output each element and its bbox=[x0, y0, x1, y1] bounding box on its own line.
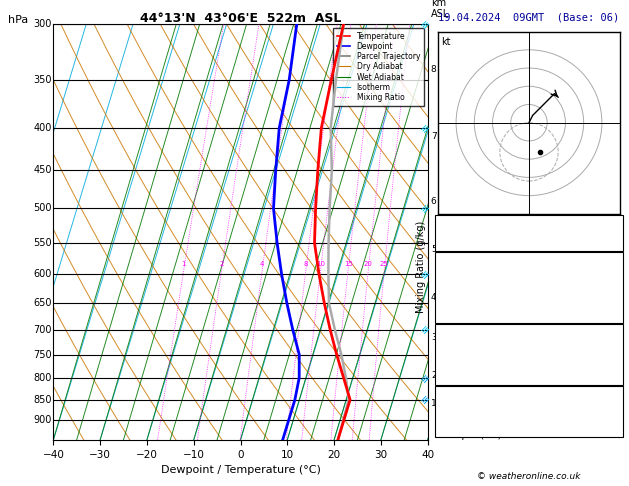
Text: Most Unstable: Most Unstable bbox=[491, 329, 567, 339]
Text: 8: 8 bbox=[614, 430, 620, 440]
Text: StmSpd (kt): StmSpd (kt) bbox=[438, 430, 503, 440]
Text: 8: 8 bbox=[304, 261, 308, 267]
Text: 600: 600 bbox=[33, 269, 52, 279]
Text: ≡: ≡ bbox=[419, 121, 433, 135]
Text: 0: 0 bbox=[614, 357, 620, 367]
Text: Hodograph: Hodograph bbox=[503, 391, 555, 401]
Text: 320: 320 bbox=[602, 347, 620, 357]
Text: 20.8: 20.8 bbox=[596, 264, 620, 275]
Text: 750: 750 bbox=[33, 349, 52, 360]
Text: 15: 15 bbox=[343, 261, 353, 267]
Legend: Temperature, Dewpoint, Parcel Trajectory, Dry Adiabat, Wet Adiabat, Isotherm, Mi: Temperature, Dewpoint, Parcel Trajectory… bbox=[333, 28, 424, 105]
Text: 20: 20 bbox=[364, 261, 373, 267]
Text: Lifted Index: Lifted Index bbox=[438, 295, 509, 305]
Text: 2: 2 bbox=[220, 261, 224, 267]
Text: 850: 850 bbox=[33, 395, 52, 405]
Text: 1: 1 bbox=[182, 261, 186, 267]
Text: 1: 1 bbox=[431, 399, 437, 408]
Text: 300: 300 bbox=[33, 19, 52, 29]
Text: © weatheronline.co.uk: © weatheronline.co.uk bbox=[477, 472, 581, 481]
Text: 230°: 230° bbox=[596, 419, 620, 430]
Text: 4: 4 bbox=[260, 261, 264, 267]
Text: 65: 65 bbox=[608, 367, 620, 377]
Text: 30: 30 bbox=[608, 218, 620, 228]
Text: kt: kt bbox=[442, 37, 451, 47]
Text: K: K bbox=[438, 218, 444, 228]
Text: 5: 5 bbox=[431, 245, 437, 254]
Text: ≡: ≡ bbox=[419, 267, 433, 281]
X-axis label: Dewpoint / Temperature (°C): Dewpoint / Temperature (°C) bbox=[160, 465, 321, 475]
Text: 350: 350 bbox=[33, 75, 52, 85]
Text: 6: 6 bbox=[431, 197, 437, 206]
Text: 103: 103 bbox=[602, 315, 620, 325]
Text: hPa: hPa bbox=[8, 15, 28, 25]
Text: 25: 25 bbox=[380, 261, 389, 267]
Text: 800: 800 bbox=[33, 373, 52, 383]
Text: 44°13'N  43°06'E  522m  ASL: 44°13'N 43°06'E 522m ASL bbox=[140, 12, 342, 25]
Text: Surface: Surface bbox=[508, 257, 550, 267]
Text: 49: 49 bbox=[608, 409, 620, 419]
Text: ≡: ≡ bbox=[419, 323, 433, 337]
Text: 320: 320 bbox=[602, 285, 620, 295]
Text: θₑ (K): θₑ (K) bbox=[438, 347, 474, 357]
Text: 0: 0 bbox=[614, 295, 620, 305]
Text: 450: 450 bbox=[33, 165, 52, 175]
Text: 700: 700 bbox=[33, 325, 52, 335]
Text: Totals Totals: Totals Totals bbox=[438, 230, 515, 240]
Text: Lifted Index: Lifted Index bbox=[438, 357, 509, 367]
Text: ≡: ≡ bbox=[419, 371, 433, 385]
Text: 10: 10 bbox=[316, 261, 325, 267]
Text: 550: 550 bbox=[33, 238, 52, 248]
Text: 948: 948 bbox=[602, 336, 620, 347]
Text: 650: 650 bbox=[33, 298, 52, 308]
Text: 7: 7 bbox=[431, 132, 437, 141]
Text: 51: 51 bbox=[608, 230, 620, 240]
Text: 500: 500 bbox=[33, 204, 52, 213]
Text: 3: 3 bbox=[431, 333, 437, 342]
Text: 9: 9 bbox=[614, 275, 620, 285]
Text: SREH: SREH bbox=[438, 409, 462, 419]
Text: CAPE (J): CAPE (J) bbox=[438, 367, 486, 377]
Text: 8: 8 bbox=[431, 65, 437, 74]
Text: CIN (J): CIN (J) bbox=[438, 377, 479, 387]
Text: 19.04.2024  09GMT  (Base: 06): 19.04.2024 09GMT (Base: 06) bbox=[438, 12, 620, 22]
Text: ≡: ≡ bbox=[419, 17, 433, 31]
Text: Temp (°C): Temp (°C) bbox=[438, 264, 491, 275]
Text: StmDir: StmDir bbox=[438, 419, 474, 430]
Text: 2LCL: 2LCL bbox=[431, 371, 453, 380]
Text: Pressure (mb): Pressure (mb) bbox=[438, 336, 515, 347]
Text: 900: 900 bbox=[33, 416, 52, 425]
Text: 400: 400 bbox=[33, 123, 52, 133]
Text: Mixing Ratio (g/kg): Mixing Ratio (g/kg) bbox=[416, 221, 426, 313]
Text: ≡: ≡ bbox=[419, 393, 433, 407]
Text: 65: 65 bbox=[608, 305, 620, 315]
Text: 4: 4 bbox=[431, 293, 437, 302]
Text: 2.14: 2.14 bbox=[596, 242, 620, 252]
Text: PW (cm): PW (cm) bbox=[438, 242, 479, 252]
Text: 5: 5 bbox=[614, 399, 620, 409]
Text: ≡: ≡ bbox=[419, 202, 433, 215]
Text: Dewp (°C): Dewp (°C) bbox=[438, 275, 491, 285]
Text: CAPE (J): CAPE (J) bbox=[438, 305, 486, 315]
Text: CIN (J): CIN (J) bbox=[438, 315, 479, 325]
Text: EH: EH bbox=[438, 399, 450, 409]
Text: 103: 103 bbox=[602, 377, 620, 387]
Text: km
ASL: km ASL bbox=[431, 0, 449, 19]
Text: θₑ(K): θₑ(K) bbox=[438, 285, 468, 295]
